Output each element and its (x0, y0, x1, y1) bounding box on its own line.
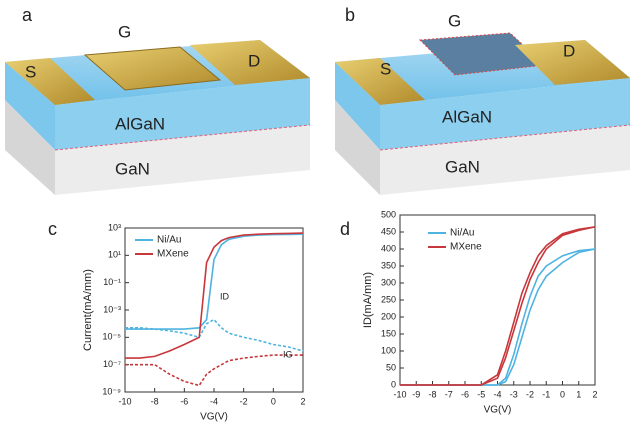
substrate-side (5, 100, 55, 195)
x-tick-label: 1 (576, 389, 581, 399)
x-tick-label: -7 (445, 389, 453, 399)
legend-label: MXene (450, 242, 482, 253)
y-tick-label: 0 (391, 379, 396, 389)
y-axis-label: Current(mA/mm) (82, 269, 94, 351)
plot-frame (399, 214, 596, 386)
x-tick-label: 0 (560, 389, 565, 399)
annotation: IG (283, 349, 293, 359)
x-tick-label: -8 (151, 396, 159, 406)
x-tick-label: -10 (393, 389, 406, 399)
barrier-side (335, 62, 380, 150)
x-tick-label: 0 (271, 396, 276, 406)
y-tick-label: 250 (381, 294, 396, 304)
y-tick-label: 400 (381, 243, 396, 253)
data-line (125, 232, 304, 359)
y-tick-label: 50 (386, 362, 396, 372)
chart-c: 10⁻⁹ 10⁻⁷ 10⁻⁵ 10⁻³ 10⁻¹ 10¹ 10³ -10 -8 -6 -4 -2 0 2 V… (48, 219, 306, 423)
x-tick-label: -6 (461, 389, 469, 399)
data-line (400, 248, 596, 386)
data-line (400, 248, 596, 386)
y-tick-label: 450 (381, 226, 396, 236)
data-line (400, 226, 596, 386)
gate-contact (83, 46, 222, 91)
y-tick-label: 150 (381, 328, 396, 338)
y-tick-label: 350 (381, 260, 396, 270)
substrate-label: GaN (445, 157, 480, 176)
panel-label: a (22, 5, 33, 25)
x-tick-label: 2 (592, 389, 597, 399)
source-label: S (380, 59, 391, 78)
x-axis-label: VG(V) (200, 412, 228, 423)
y-tick-label: 10⁻³ (103, 304, 121, 314)
schematic-a: a G S D AlGaN GaN (5, 5, 311, 195)
y-tick-label: 10⁻⁹ (102, 386, 121, 396)
x-tick-label: -4 (210, 396, 218, 406)
x-tick-label: -3 (510, 389, 518, 399)
gate-label: G (118, 22, 131, 41)
barrier-label: AlGaN (115, 114, 165, 133)
substrate-front (55, 125, 310, 195)
drain-label: D (248, 51, 260, 70)
source-label: S (25, 62, 36, 81)
y-tick-label: 10⁻⁷ (103, 359, 121, 369)
legend-label: MXene (157, 249, 189, 260)
substrate-label: GaN (115, 159, 150, 178)
substrate-front (380, 125, 630, 195)
panel-label: c (48, 219, 57, 239)
gate-label: G (448, 11, 461, 30)
x-tick-label: -4 (493, 389, 501, 399)
panel-label: b (345, 5, 355, 25)
y-tick-label: 100 (381, 345, 396, 355)
data-line (125, 318, 304, 352)
y-tick-label: 10⁻⁵ (103, 332, 122, 342)
source-contact (335, 58, 425, 105)
y-tick-label: 200 (381, 311, 396, 321)
y-tick-label: 10³ (108, 222, 121, 232)
legend-label: Ni/Au (450, 228, 474, 239)
barrier-front (380, 78, 630, 150)
data-line (125, 354, 303, 387)
drain-contact (515, 40, 630, 85)
schematic-b: b G S D AlGaN GaN (335, 5, 631, 195)
barrier-side (5, 62, 55, 150)
barrier-front (55, 78, 310, 150)
substrate-side (335, 100, 380, 195)
plot-frame (124, 227, 304, 393)
barrier-label: AlGaN (442, 107, 492, 126)
y-tick-label: 10¹ (108, 250, 121, 260)
2deg (54, 124, 311, 151)
y-tick-label: 500 (381, 209, 396, 219)
drain-contact (190, 40, 310, 85)
data-line (400, 226, 596, 386)
x-tick-label: -6 (180, 396, 188, 406)
source-contact (5, 58, 95, 105)
x-tick-label: -9 (412, 389, 420, 399)
x-tick-label: -8 (428, 389, 436, 399)
x-tick-label: -5 (477, 389, 485, 399)
annotation: ID (220, 291, 230, 301)
x-tick-label: -2 (526, 389, 534, 399)
panel-label: d (340, 219, 350, 239)
data-line (125, 233, 304, 330)
x-tick-label: 2 (300, 396, 305, 406)
y-axis-label: ID(mA/mm) (362, 272, 374, 328)
legend-label: Ni/Au (157, 235, 181, 246)
drain-label: D (563, 41, 575, 60)
x-tick-label: -1 (542, 389, 550, 399)
2deg (379, 124, 631, 151)
x-axis-label: VG(V) (484, 405, 512, 416)
y-tick-label: 10⁻¹ (103, 277, 121, 287)
y-tick-label: 300 (381, 277, 396, 287)
x-tick-label: -2 (240, 396, 248, 406)
x-tick-label: -10 (118, 396, 131, 406)
